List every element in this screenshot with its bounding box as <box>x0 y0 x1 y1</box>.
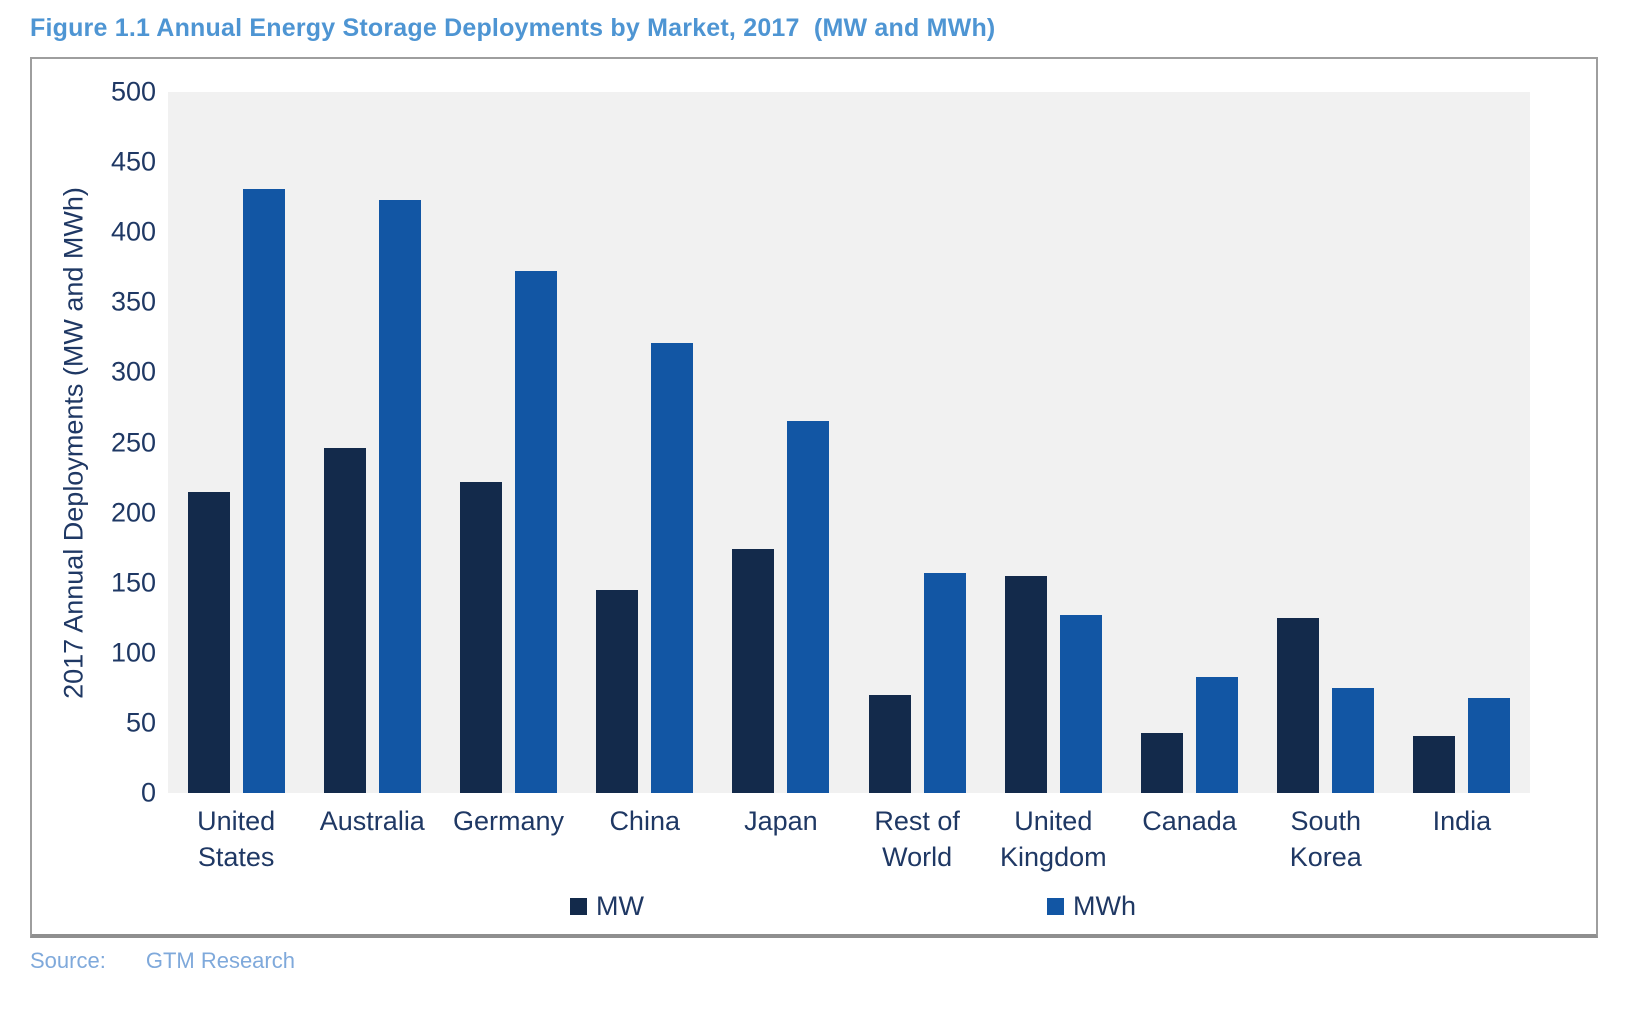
bar-rest-of-world-mwh <box>923 572 966 793</box>
chart-frame: 2017 Annual Deployments (MW and MWh) 500… <box>30 57 1598 938</box>
figure-title: Figure 1.1 Annual Energy Storage Deploym… <box>30 14 996 42</box>
bar-india-mwh <box>1468 697 1511 793</box>
y-tick-250: 250 <box>110 427 156 457</box>
x-label-rest-of-world: Rest of World <box>874 806 960 872</box>
x-label-india: India <box>1432 806 1492 836</box>
bar-china-mwh <box>651 342 694 793</box>
y-tick-300: 300 <box>110 356 156 387</box>
legend-swatch-mw <box>570 898 587 915</box>
legend-label-mw: MW <box>596 891 644 921</box>
bar-japan-mwh <box>787 421 830 793</box>
x-axis-category-labels: United States Australia Germany China Japan R… <box>168 804 1530 875</box>
y-tick-200: 200 <box>110 497 156 528</box>
bar-group-united-states <box>168 92 304 793</box>
y-tick-400: 400 <box>110 216 156 247</box>
bar-australia-mw <box>323 448 366 793</box>
source-row: Source: GTM Research <box>30 948 295 974</box>
bar-canada-mwh <box>1196 676 1239 793</box>
bar-united-states-mwh <box>242 188 285 793</box>
bar-group-rest-of-world <box>849 92 985 793</box>
legend-label-mwh: MWh <box>1073 891 1136 921</box>
bar-japan-mw <box>732 549 775 793</box>
bar-united-states-mw <box>187 491 230 793</box>
bar-germany-mwh <box>515 271 557 793</box>
bar-germany-mw <box>460 481 502 793</box>
source-value: GTM Research <box>145 948 295 973</box>
x-label-canada: Canada <box>1142 806 1237 836</box>
bar-group-germany <box>440 92 576 793</box>
x-label-australia: Australia <box>319 806 425 836</box>
bar-group-south-korea <box>1258 92 1394 793</box>
source-label: Source: <box>30 948 106 973</box>
bar-rest-of-world-mw <box>868 694 911 793</box>
bar-group-australia <box>304 92 440 793</box>
y-tick-0: 0 <box>140 777 156 808</box>
y-tick-450: 450 <box>110 146 156 177</box>
y-tick-100: 100 <box>110 637 156 668</box>
legend-item-mw: MW <box>570 891 644 922</box>
y-axis-tick-labels: 500 450 400 350 300 250 200 150 100 50 0 <box>32 77 156 808</box>
x-label-china: China <box>609 806 680 836</box>
x-label-japan: Japan <box>744 806 818 836</box>
plot-area <box>168 92 1530 793</box>
y-tick-500: 500 <box>110 76 156 107</box>
bar-group-japan <box>713 92 849 793</box>
bar-india-mw <box>1413 735 1456 793</box>
bar-south-korea-mwh <box>1332 687 1375 793</box>
x-label-united-kingdom: United Kingdom <box>1000 806 1107 872</box>
legend-swatch-mwh <box>1047 898 1064 915</box>
bar-united-kingdom-mw <box>1004 575 1047 793</box>
legend-item-mwh: MWh <box>1047 891 1136 922</box>
x-label-united-states: United States <box>197 806 276 872</box>
bar-canada-mw <box>1141 732 1184 793</box>
bar-south-korea-mw <box>1277 617 1320 793</box>
bar-china-mw <box>596 589 639 793</box>
y-tick-50: 50 <box>125 707 156 738</box>
x-label-germany: Germany <box>452 806 565 836</box>
bar-group-china <box>577 92 713 793</box>
bar-united-kingdom-mwh <box>1059 614 1102 793</box>
bar-australia-mwh <box>378 199 421 793</box>
bar-group-india <box>1394 92 1530 793</box>
bar-group-united-kingdom <box>985 92 1121 793</box>
bar-group-canada <box>1121 92 1257 793</box>
y-tick-350: 350 <box>110 286 156 317</box>
bar-groups <box>168 92 1530 793</box>
y-tick-150: 150 <box>110 567 156 598</box>
x-label-south-korea: South Korea <box>1289 806 1362 872</box>
